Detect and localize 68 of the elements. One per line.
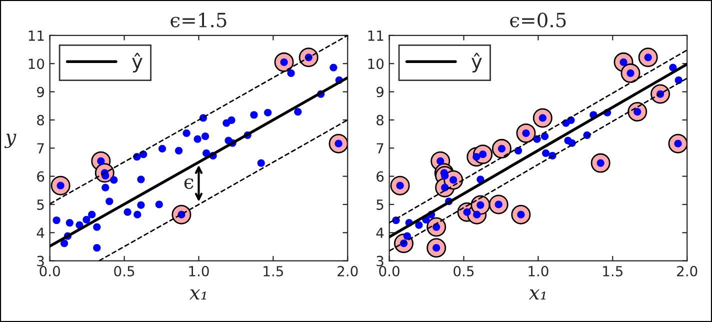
point — [60, 240, 68, 248]
x-tick-label: 1.0 — [528, 266, 548, 276]
point — [250, 111, 258, 119]
point — [134, 210, 142, 218]
point — [403, 232, 411, 240]
y-tick-label: 8 — [37, 114, 44, 126]
point — [294, 108, 302, 116]
x-tick-label: 0.5 — [454, 266, 474, 276]
x-tick-label: 1.5 — [603, 266, 622, 276]
y-tick-label: 3 — [37, 256, 44, 266]
point — [330, 64, 338, 72]
x-tick-label: 0.0 — [40, 266, 60, 276]
y-tick-label: 8 — [376, 114, 384, 126]
point — [52, 216, 60, 224]
point — [66, 218, 74, 227]
point — [228, 116, 236, 124]
y-axis-title: y — [4, 134, 16, 148]
point — [174, 146, 183, 154]
point — [102, 184, 110, 192]
x-tick-label: 0.5 — [114, 266, 134, 276]
point — [93, 244, 101, 252]
y-tick-label: 3 — [376, 256, 384, 266]
y-tick-label: 6 — [37, 171, 44, 182]
y-tick-label: 7 — [376, 143, 384, 154]
y-tick-label: 9 — [376, 86, 384, 98]
point — [257, 159, 265, 167]
x-axis-title: x₁ — [528, 289, 546, 300]
y-tick-label: 7 — [37, 143, 44, 154]
point — [542, 149, 550, 157]
x-tick-label: 2.0 — [677, 266, 698, 276]
point — [124, 208, 132, 216]
y-tick-label: 4 — [36, 228, 44, 238]
point — [264, 108, 272, 116]
point — [137, 201, 145, 209]
y-tick-label: 6 — [376, 171, 384, 182]
x-tick-label: 0.0 — [379, 266, 400, 276]
y-tick-label: 9 — [37, 86, 44, 98]
x-axis-title: x₁ — [189, 289, 206, 300]
point — [155, 200, 163, 208]
point — [93, 223, 101, 231]
chart-title: ϵ=1.5 — [170, 12, 226, 28]
point — [137, 176, 145, 184]
point — [88, 210, 96, 218]
y-tick-label: 5 — [376, 200, 384, 210]
legend-label: ŷ — [132, 52, 142, 73]
x-tick-label: 1.5 — [264, 266, 284, 276]
legend-label: ŷ — [472, 52, 482, 73]
y-tick-label: 11 — [28, 30, 44, 41]
point — [194, 135, 202, 143]
point — [158, 144, 166, 152]
y-tick-label: 11 — [368, 30, 384, 41]
chart-title: ϵ=0.5 — [510, 12, 566, 28]
point — [110, 176, 118, 184]
point — [415, 221, 423, 229]
y-tick-label: 5 — [37, 200, 44, 210]
x-tick-label: 2.0 — [338, 266, 358, 276]
y-tick-label: 10 — [368, 58, 384, 70]
point — [287, 69, 295, 77]
point — [202, 149, 210, 157]
y-tick-label: 10 — [28, 58, 44, 70]
x-tick-label: 1.0 — [189, 266, 209, 276]
point — [106, 198, 114, 206]
point — [182, 129, 190, 137]
point — [201, 132, 210, 140]
annotation: ϵ — [184, 178, 194, 189]
point — [82, 216, 90, 224]
point — [540, 132, 549, 140]
y-tick-label: 4 — [376, 228, 384, 238]
